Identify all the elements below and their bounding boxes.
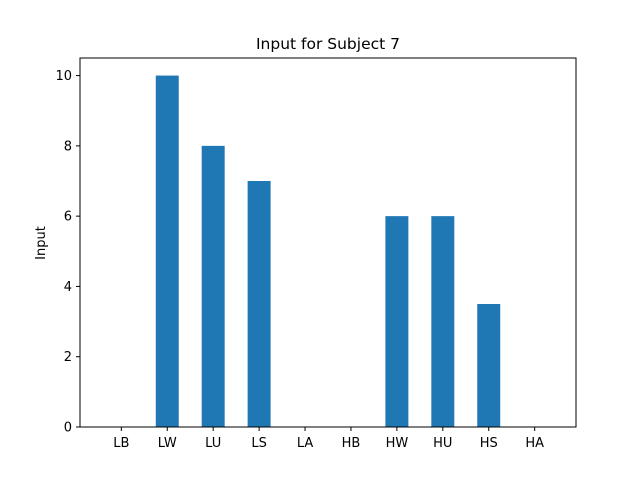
x-tick-label-lb: LB [113,436,129,451]
bar-lw [155,75,179,428]
bar-lu [201,145,225,427]
x-tick-label-hu: HU [433,436,452,451]
y-tick-label-8: 8 [64,139,72,154]
bar-hw [385,216,409,427]
x-tick-label-hw: HW [386,436,409,451]
x-tick-label-ls: LS [251,436,267,451]
x-tick-label-hb: HB [342,436,361,451]
bar-hs [477,304,501,427]
bars-group [155,75,501,428]
plot-frame [79,57,577,428]
y-tick-label-10: 10 [55,69,72,84]
y-tick-label-2: 2 [64,350,72,365]
y-tick-label-4: 4 [64,280,72,295]
chart-title: Input for Subject 7 [256,35,400,53]
bar-hu [431,216,455,427]
x-tick-label-ha: HA [525,436,544,451]
x-tick-label-lw: LW [158,436,177,451]
x-axis: LB LW LU LS LA HB HW HU HS HA [113,427,544,451]
x-tick-label-la: LA [297,436,314,451]
bar-ls [247,181,271,427]
y-axis-title: Input [34,226,49,260]
y-axis: 0 2 4 6 8 10 [55,69,80,436]
x-tick-label-hs: HS [480,436,498,451]
x-tick-label-lu: LU [205,436,221,451]
y-tick-label-0: 0 [64,421,72,436]
y-tick-label-6: 6 [64,210,72,225]
